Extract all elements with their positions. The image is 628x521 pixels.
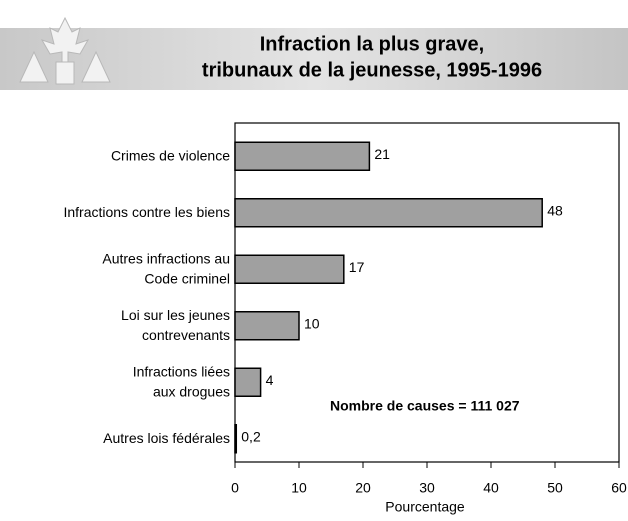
bar xyxy=(234,367,262,397)
x-tick-label: 10 xyxy=(291,480,307,496)
y-tick-label: Infractions contre les biens xyxy=(63,203,230,219)
logo xyxy=(19,16,111,85)
annotation: Nombre de causes = 111 027 xyxy=(330,398,520,414)
value-label: 48 xyxy=(547,202,563,218)
y-tick-label: Autres infractions au Code criminel xyxy=(102,250,230,286)
x-tick-label: 40 xyxy=(483,480,499,496)
value-label: 0,2 xyxy=(241,428,261,444)
y-tick-label: Infractions liées aux drogues xyxy=(133,363,230,399)
x-axis-label: Pourcentage xyxy=(385,499,465,515)
value-label: 21 xyxy=(374,146,390,162)
x-tick-label: 60 xyxy=(611,480,627,496)
y-tick-label: Loi sur les jeunes contrevenants xyxy=(121,306,230,342)
bar xyxy=(234,141,371,171)
chart-title: tribunaux de la jeunesse, 1995-1996 xyxy=(202,59,542,81)
x-tick-label: 0 xyxy=(231,480,239,496)
value-label: 4 xyxy=(266,372,274,388)
bar xyxy=(234,311,300,341)
y-tick-label: Autres lois fédérales xyxy=(103,429,230,445)
x-tick-label: 20 xyxy=(355,480,371,496)
x-tick-label: 30 xyxy=(419,480,435,496)
value-label: 10 xyxy=(304,315,320,331)
bar xyxy=(234,254,345,284)
y-tick-label: Crimes de violence xyxy=(111,147,230,163)
bar xyxy=(234,198,543,228)
x-tick-label: 50 xyxy=(547,480,563,496)
value-label: 17 xyxy=(349,259,365,275)
chart-title: Infraction la plus grave, xyxy=(260,33,485,55)
bar xyxy=(234,424,238,454)
